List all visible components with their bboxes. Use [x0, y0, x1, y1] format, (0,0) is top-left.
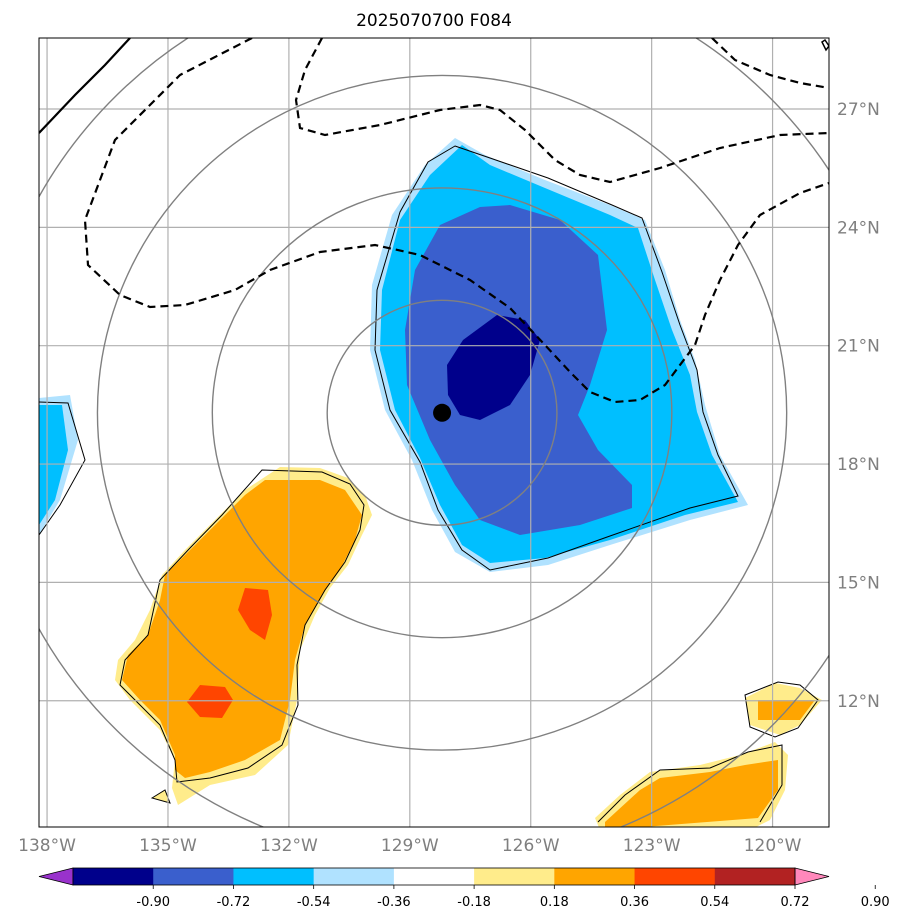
colorbar-level-label: -0.36	[377, 895, 411, 910]
anomaly-fill-small-islet	[150, 789, 171, 804]
latitude-labels: 27°N 24°N 21°N 18°N 15°N 12°N	[837, 100, 880, 712]
range-rings	[39, 38, 829, 827]
latitude-label: 15°N	[837, 573, 880, 593]
colorbar-segment	[554, 868, 636, 885]
map-frame	[38, 37, 830, 828]
map-title: 2025070700 F084	[356, 11, 512, 31]
range-ring	[326, 299, 558, 526]
colorbar-level-label: -0.54	[297, 895, 331, 910]
longitude-label: 129°W	[381, 836, 439, 856]
dashed-contour-topright	[711, 38, 829, 90]
latitude-label: 24°N	[837, 218, 880, 238]
dashed-contour-large	[83, 38, 829, 404]
anomaly-fill-red-2	[187, 685, 233, 718]
dashed-contours	[83, 38, 829, 404]
longitude-label: 126°W	[502, 836, 560, 856]
latitude-label: 21°N	[837, 337, 880, 357]
colorbar-level-label: 0.72	[781, 895, 810, 910]
solid-contour-topleft	[39, 38, 131, 134]
colorbar-under-arrow	[38, 867, 74, 886]
longitude-label: 123°W	[623, 836, 681, 856]
colorbar-over-arrow	[794, 867, 830, 886]
colorbar-level-label: 0.36	[620, 895, 649, 910]
anomaly-fill-cyan-left	[39, 405, 68, 525]
latitude-label: 27°N	[837, 100, 880, 120]
longitude-label: 132°W	[260, 836, 318, 856]
colorbar-segment	[313, 868, 395, 885]
colorbar-segment	[73, 868, 154, 885]
colorbar: -0.90 -0.72 -0.54 -0.36 -0.18 0.18 0.36 0.54 0.7…	[38, 867, 890, 910]
anomaly-contour-west	[119, 469, 365, 783]
anomaly-zero-contour	[374, 145, 739, 571]
negative-anomaly-region-left	[39, 395, 86, 536]
colorbar-level-label: -0.18	[457, 895, 491, 910]
dashed-contour-upper	[294, 38, 829, 184]
anomaly-fill-orange-west	[122, 480, 362, 778]
anomaly-contour-left	[39, 401, 86, 536]
longitude-labels: 138°W 135°W 132°W 129°W 126°W 123°W 120°W	[18, 836, 801, 856]
colorbar-segment	[233, 868, 315, 885]
colorbar-level-label: -0.90	[136, 895, 170, 910]
colorbar-level-label: 0.18	[540, 895, 569, 910]
longitude-label: 120°W	[744, 836, 802, 856]
colorbar-segment	[714, 868, 796, 885]
small-contour-topright	[821, 38, 829, 52]
positive-anomaly-region-east	[595, 681, 822, 827]
anomaly-fill-red-1	[238, 588, 272, 640]
negative-anomaly-region	[370, 138, 748, 572]
colorbar-frame	[72, 867, 796, 886]
range-ring	[96, 74, 788, 751]
gridlines	[39, 38, 829, 827]
colorbar-segment	[393, 868, 475, 885]
anomaly-contour-se	[597, 744, 783, 823]
colorbar-level-label: -0.72	[217, 895, 251, 910]
storm-center-marker	[433, 403, 452, 422]
longitude-label: 138°W	[18, 836, 76, 856]
positive-anomaly-region-west	[115, 467, 372, 805]
map-area	[39, 38, 829, 827]
latitude-label: 18°N	[837, 455, 880, 475]
anomaly-fill-navy	[447, 315, 540, 420]
anomaly-fill-orange-se	[605, 760, 778, 827]
longitude-label: 135°W	[139, 836, 197, 856]
colorbar-level-label: 0.90	[861, 895, 890, 910]
colorbar-segment	[474, 868, 555, 885]
colorbar-segment	[153, 868, 234, 885]
anomaly-contour-ne	[744, 681, 819, 738]
latitude-label: 12°N	[837, 692, 880, 712]
colorbar-level-label: 0.54	[700, 895, 729, 910]
colorbar-segment	[634, 868, 716, 885]
range-ring	[211, 187, 673, 639]
